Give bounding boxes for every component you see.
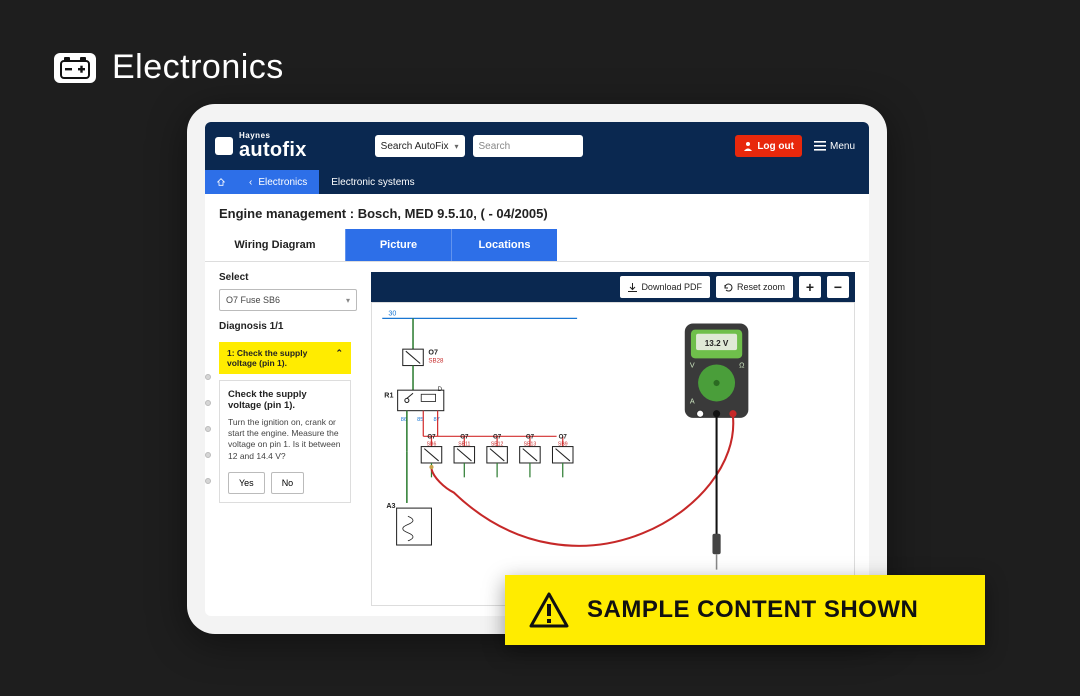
app-header: Haynes autofix Search AutoFix ▾ Search L…: [205, 122, 869, 170]
menu-button[interactable]: Menu: [810, 141, 859, 152]
svg-text:R1: R1: [384, 391, 393, 399]
svg-text:85: 85: [417, 417, 423, 423]
svg-text:O7: O7: [526, 433, 535, 440]
chevron-down-icon: ▾: [346, 296, 350, 305]
search-input[interactable]: Search: [473, 135, 583, 157]
menu-label: Menu: [830, 141, 855, 152]
svg-text:SB28: SB28: [428, 357, 444, 364]
svg-text:O7: O7: [460, 433, 469, 440]
category-header: Electronics: [54, 48, 284, 87]
accordion-head-text: 1: Check the supply voltage (pin 1).: [227, 348, 331, 368]
brand-big: autofix: [239, 139, 307, 161]
tablet-frame: Haynes autofix Search AutoFix ▾ Search L…: [187, 104, 887, 634]
download-label: Download PDF: [641, 282, 702, 292]
breadcrumb-back[interactable]: ‹ Electronics: [237, 170, 319, 194]
breadcrumb-current-label: Electronic systems: [331, 177, 414, 188]
svg-text:A: A: [690, 397, 695, 405]
wiring-diagram-canvas[interactable]: 30 O7 SB28 R1 D: [371, 302, 855, 606]
svg-text:O7: O7: [428, 348, 438, 356]
svg-text:O7: O7: [427, 433, 436, 440]
step-text: Turn the ignition on, crank or start the…: [228, 417, 342, 461]
download-pdf-button[interactable]: Download PDF: [620, 276, 710, 298]
viewer-toolbar: Download PDF Reset zoom + −: [371, 272, 855, 302]
user-icon: [743, 141, 753, 151]
svg-text:Ω: Ω: [739, 362, 745, 370]
category-title: Electronics: [112, 48, 284, 87]
logout-button[interactable]: Log out: [735, 135, 802, 157]
chevron-left-icon: ‹: [249, 177, 252, 188]
zoom-out-button[interactable]: −: [827, 276, 849, 298]
diagnosis-step-body: Check the supply voltage (pin 1). Turn t…: [219, 380, 351, 502]
component-select[interactable]: O7 Fuse SB6 ▾: [219, 289, 357, 311]
search-placeholder: Search: [479, 141, 511, 152]
yes-button[interactable]: Yes: [228, 472, 265, 494]
svg-text:SB12: SB12: [491, 442, 504, 448]
svg-text:V: V: [690, 362, 695, 370]
multimeter-icon: 13.2 V V Ω A: [685, 324, 749, 418]
select-label: Select: [219, 272, 351, 283]
brand-logo[interactable]: Haynes autofix: [215, 132, 307, 160]
svg-text:O7: O7: [493, 433, 502, 440]
logout-label: Log out: [757, 141, 794, 152]
tab-wiring-diagram[interactable]: Wiring Diagram: [205, 229, 345, 261]
breadcrumb-back-label: Electronics: [258, 177, 307, 188]
svg-text:30: 30: [388, 309, 396, 317]
hamburger-icon: [814, 141, 826, 151]
diagnosis-label: Diagnosis 1/1: [219, 321, 351, 332]
svg-text:87: 87: [434, 417, 440, 423]
no-button[interactable]: No: [271, 472, 305, 494]
breadcrumb-home[interactable]: [205, 170, 237, 194]
svg-text:86: 86: [401, 417, 407, 423]
reset-icon: [724, 283, 733, 292]
search-scope-label: Search AutoFix: [381, 141, 449, 152]
svg-text:D: D: [438, 386, 443, 393]
svg-text:SB9: SB9: [558, 442, 568, 448]
step-title: Check the supply voltage (pin 1).: [228, 389, 342, 411]
svg-text:13.2 V: 13.2 V: [705, 339, 729, 348]
logo-mark-icon: [215, 137, 233, 155]
svg-text:A3: A3: [386, 502, 395, 510]
battery-icon: [54, 53, 96, 83]
diagnosis-step-header[interactable]: 1: Check the supply voltage (pin 1). ⌃: [219, 342, 351, 374]
banner-text: SAMPLE CONTENT SHOWN: [587, 596, 918, 624]
select-value: O7 Fuse SB6: [226, 295, 280, 305]
chevron-up-icon: ⌃: [335, 348, 343, 359]
breadcrumb: ‹ Electronics Electronic systems: [205, 170, 869, 194]
wiring-diagram-svg: 30 O7 SB28 R1 D: [372, 303, 854, 606]
reset-zoom-button[interactable]: Reset zoom: [716, 276, 793, 298]
tab-picture[interactable]: Picture: [345, 229, 451, 261]
chevron-down-icon: ▾: [454, 142, 458, 151]
content-tabs: Wiring Diagram Picture Locations: [205, 229, 869, 262]
search-scope-select[interactable]: Search AutoFix ▾: [375, 135, 465, 157]
svg-text:SB13: SB13: [524, 442, 537, 448]
home-icon: [217, 176, 225, 188]
breadcrumb-current: Electronic systems: [319, 170, 869, 194]
tab-locations[interactable]: Locations: [451, 229, 557, 261]
download-icon: [628, 283, 637, 292]
sample-content-banner: SAMPLE CONTENT SHOWN: [505, 575, 985, 645]
svg-text:SB6: SB6: [427, 442, 437, 448]
diagnosis-sidebar: Select O7 Fuse SB6 ▾ Diagnosis 1/1 1: Ch…: [205, 262, 365, 616]
diagram-viewer: Download PDF Reset zoom + − 30: [365, 262, 869, 616]
svg-text:O7: O7: [559, 433, 568, 440]
zoom-in-button[interactable]: +: [799, 276, 821, 298]
warning-icon: [529, 592, 569, 628]
reset-label: Reset zoom: [737, 282, 785, 292]
step-dots: [205, 374, 211, 484]
page-title: Engine management : Bosch, MED 9.5.10, (…: [205, 194, 869, 229]
svg-text:SB11: SB11: [458, 442, 470, 448]
app-screen: Haynes autofix Search AutoFix ▾ Search L…: [205, 122, 869, 616]
